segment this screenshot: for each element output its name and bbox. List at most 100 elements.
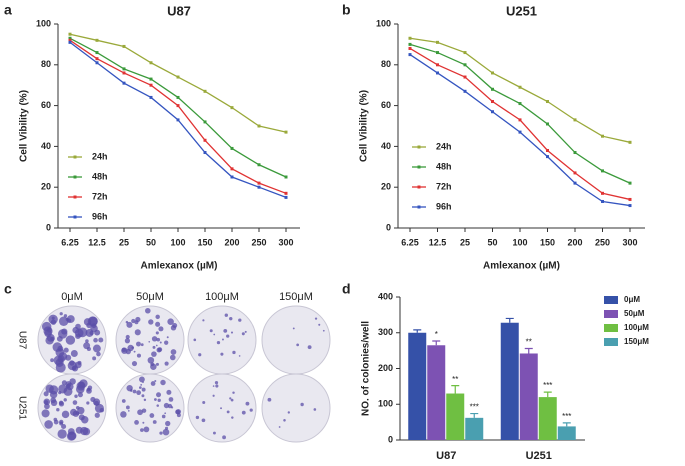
chart-title: U251 [506, 3, 537, 18]
point [68, 36, 72, 40]
colony [134, 420, 139, 425]
x-axis-label: Amlexanox (µM) [483, 261, 560, 272]
legend-label: 100μM [624, 323, 649, 332]
point [491, 110, 494, 114]
chart-title: U87 [167, 3, 191, 18]
x-axis-label: Amlexanox (µM) [141, 261, 218, 272]
point [628, 140, 632, 144]
colony [50, 397, 57, 404]
colony [166, 336, 169, 339]
colony [283, 419, 286, 422]
colony [215, 384, 219, 388]
colony [292, 327, 295, 330]
colony [57, 329, 68, 339]
colony [136, 353, 141, 358]
colony [82, 427, 91, 436]
colony [63, 347, 69, 353]
bar [538, 397, 557, 440]
point [628, 181, 632, 185]
colony [151, 336, 158, 342]
point [230, 146, 234, 150]
legend-label: 48h [436, 161, 452, 171]
colony [224, 313, 228, 317]
y-tick-label: 400 [378, 291, 393, 301]
significance: *** [543, 381, 552, 390]
point [463, 51, 467, 55]
colony [98, 337, 104, 343]
colony [72, 410, 80, 417]
colony [77, 327, 88, 338]
colony [229, 316, 233, 321]
colony [229, 397, 232, 400]
colony [220, 407, 222, 410]
error-bar [451, 385, 460, 394]
point [149, 77, 153, 81]
x-tick-label: 25 [460, 237, 470, 247]
colony [216, 341, 221, 345]
colony [74, 394, 78, 398]
colony [131, 318, 136, 324]
colony [137, 409, 143, 416]
point [203, 151, 207, 155]
colony [164, 412, 167, 415]
colony [92, 356, 97, 361]
point [408, 46, 412, 50]
bar [427, 345, 446, 440]
colony [145, 307, 151, 314]
colony [139, 376, 145, 383]
point [230, 106, 234, 110]
colony [61, 410, 70, 419]
colony [46, 327, 52, 333]
colony [164, 340, 169, 345]
colony [232, 350, 236, 355]
point [149, 83, 153, 87]
colony [231, 416, 234, 419]
colony [244, 330, 247, 333]
colony [92, 344, 101, 353]
colony [63, 398, 67, 402]
point [95, 51, 99, 55]
colony [66, 318, 72, 323]
colony [143, 426, 150, 433]
point [95, 57, 99, 61]
point [68, 38, 72, 42]
point [628, 204, 632, 208]
colony [193, 338, 197, 342]
colony [125, 334, 130, 340]
point [284, 191, 288, 195]
colony [65, 335, 76, 345]
point [68, 40, 72, 44]
point [546, 155, 549, 159]
y-tick-label: 300 [378, 327, 393, 337]
legend-swatch [604, 338, 618, 346]
legend-label: 24h [436, 141, 452, 151]
point [95, 61, 99, 65]
colony [124, 338, 131, 344]
point [284, 175, 288, 179]
colony [170, 325, 177, 331]
colony [150, 363, 157, 370]
colony [241, 410, 246, 415]
colony [223, 328, 228, 333]
x-tick-label: 150 [197, 237, 212, 247]
colony [94, 400, 100, 406]
colony [141, 387, 146, 392]
colony [155, 314, 160, 320]
colony [44, 420, 53, 429]
colony [55, 362, 66, 373]
x-tick-label: 250 [595, 237, 610, 247]
colony [152, 345, 156, 349]
colony [94, 329, 101, 336]
colony [53, 417, 58, 422]
point [546, 148, 549, 152]
colony [61, 380, 67, 386]
colony [134, 329, 141, 336]
colony [238, 355, 241, 357]
colony [300, 402, 304, 407]
point [149, 61, 153, 65]
y-tick-label: 0 [388, 434, 393, 444]
colony [77, 360, 82, 365]
point [491, 71, 494, 75]
colony [141, 408, 147, 413]
